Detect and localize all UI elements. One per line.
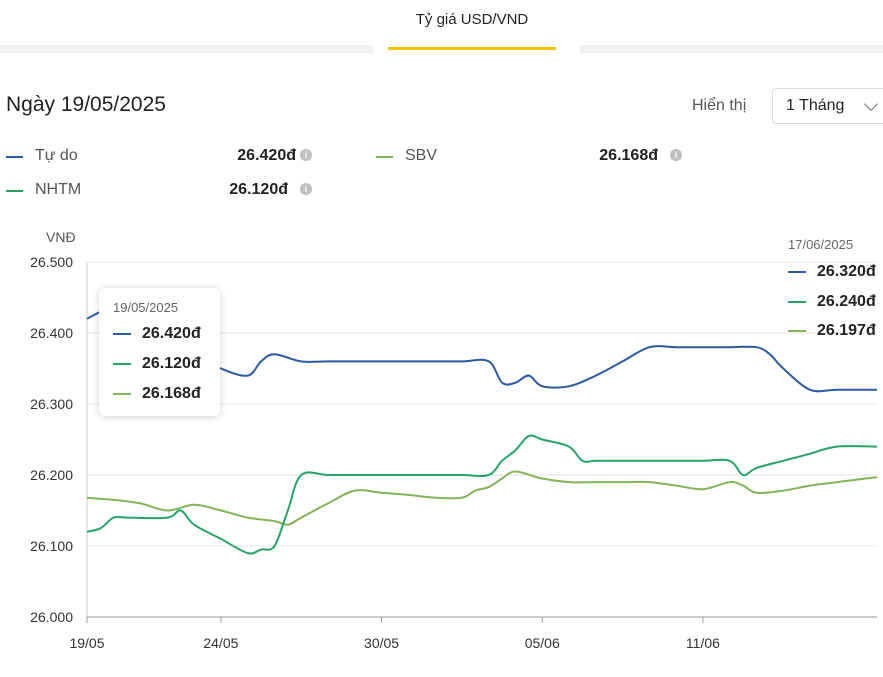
legend-item-nhtm[interactable]: NHTM 26.120đ i (6, 180, 316, 202)
tooltip-value: 26.168đ (142, 385, 201, 402)
end-swatch (788, 301, 806, 303)
end-value-panel: 17/06/2025 26.320đ 26.240đ 26.197đ (775, 232, 883, 350)
y-tick-label: 26.400 (30, 325, 73, 341)
legend-name: NHTM (35, 181, 82, 198)
tab-bar-divider-right (580, 45, 883, 53)
x-tick-label: 05/06 (525, 635, 560, 651)
legend-name: SBV (405, 147, 438, 164)
legend-value: 26.420đ (237, 147, 296, 164)
end-panel-date: 17/06/2025 (788, 237, 854, 252)
tab-bar: Tỷ giá USD/VND (0, 0, 883, 56)
end-value: 26.197đ (817, 322, 876, 339)
legend-name: Tự do (35, 147, 78, 164)
period-dropdown-value: 1 Tháng (786, 97, 845, 114)
series-line-tu-do (86, 301, 877, 393)
y-tick-label: 26.000 (30, 609, 73, 625)
tab-usd-vnd[interactable]: Tỷ giá USD/VND (388, 8, 556, 50)
series-line-sbv (86, 470, 878, 526)
x-tick-label: 19/05 (69, 635, 104, 651)
tooltip: 19/05/2025 26.420đ 26.120đ 26.168đ (99, 288, 220, 416)
legend-item-tu-do[interactable]: Tự do 26.420đ i (6, 146, 316, 168)
end-value: 26.320đ (817, 263, 876, 280)
y-tick-label: 26.200 (30, 467, 73, 483)
x-tick-label: 24/05 (203, 635, 238, 651)
tooltip-date: 19/05/2025 (113, 300, 179, 315)
info-icon[interactable]: i (670, 149, 682, 161)
display-label: Hiển thị (692, 97, 747, 114)
tooltip-value: 26.120đ (142, 355, 201, 372)
x-tick-label: 11/06 (686, 635, 720, 651)
tab-bar-divider-left (0, 45, 373, 53)
legend-value: 26.168đ (599, 147, 658, 164)
y-tick-label: 26.100 (30, 538, 73, 554)
tab-active-indicator (388, 47, 556, 50)
tooltip-swatch (113, 333, 131, 335)
series-line-nhtm (86, 434, 878, 555)
tooltip-swatch (113, 393, 131, 395)
legend-swatch (376, 156, 393, 158)
info-icon[interactable]: i (300, 183, 312, 195)
info-icon[interactable]: i (300, 149, 312, 161)
legend-swatch (6, 156, 23, 158)
legend-item-sbv[interactable]: SBV 26.168đ i (376, 146, 686, 168)
y-tick-label: 26.300 (30, 396, 73, 412)
tooltip-value: 26.420đ (142, 325, 201, 342)
legend-swatch (6, 190, 23, 192)
x-tick-label: 30/05 (364, 635, 399, 651)
tab-label: Tỷ giá USD/VND (415, 11, 529, 28)
end-swatch (788, 330, 806, 332)
end-value: 26.240đ (817, 293, 876, 310)
period-dropdown[interactable]: 1 Tháng (772, 88, 883, 124)
legend-value: 26.120đ (229, 181, 288, 198)
y-tick-label: 26.500 (30, 254, 73, 270)
tooltip-swatch (113, 363, 131, 365)
page-title: Ngày 19/05/2025 (6, 93, 166, 116)
end-swatch (788, 271, 806, 273)
y-axis-label: VNĐ (46, 229, 76, 245)
